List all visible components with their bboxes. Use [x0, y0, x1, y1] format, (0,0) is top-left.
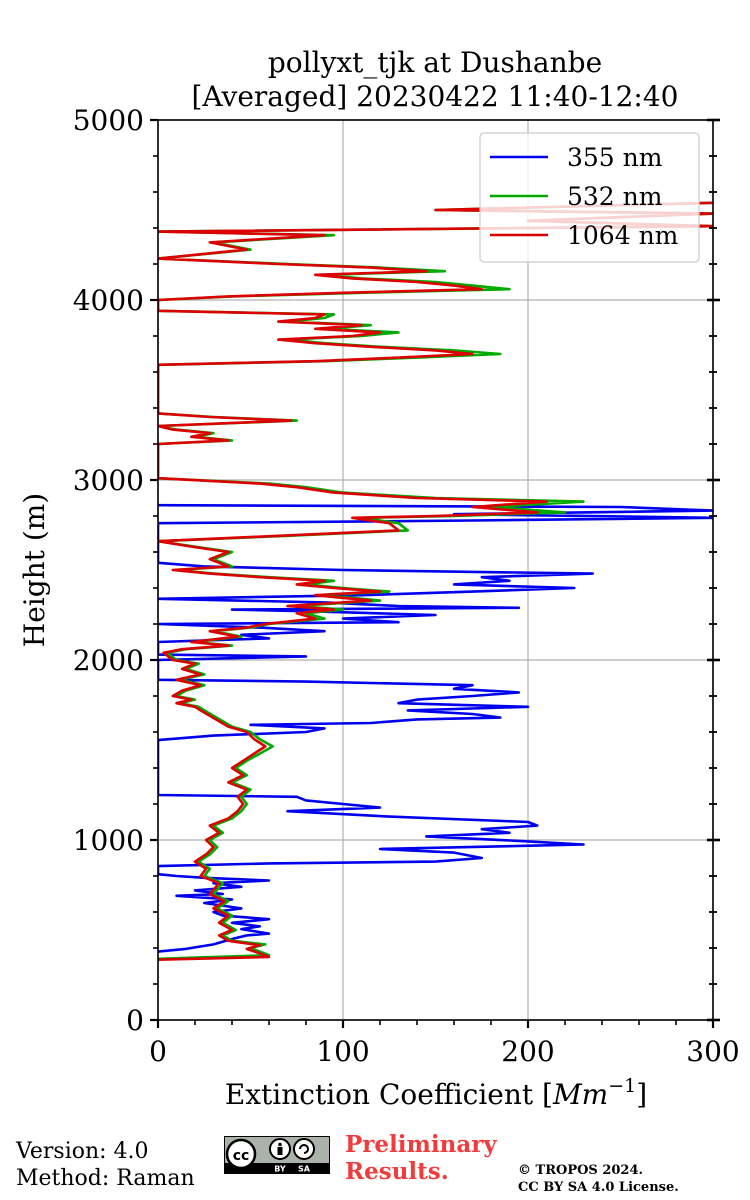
cc-sa-mark: SA: [298, 1165, 311, 1174]
legend-label: 355 nm: [567, 143, 663, 172]
y-tick-label: 2000: [73, 644, 144, 677]
series-lines: [158, 201, 713, 961]
version-label: Version: 4.0: [16, 1139, 149, 1164]
legend-label: 532 nm: [567, 182, 663, 211]
extinction-profile-chart: 0 1000 2000 3000 4000 5000 0 100 200 300 pollyxt_…: [18, 46, 740, 1111]
x-tick-label: 100: [316, 1035, 369, 1068]
preliminary-notice: Preliminary: [345, 1131, 497, 1158]
license-line: CC BY SA 4.0 License.: [518, 1180, 679, 1195]
cc-mark: cc: [233, 1148, 250, 1164]
y-axis-label: Height (m): [18, 493, 51, 647]
copyright-line: © TROPOS 2024.: [518, 1163, 644, 1178]
legend: 355 nm 532 nm 1064 nm: [479, 132, 700, 263]
legend-box: [479, 132, 700, 263]
series-line-532-nm: [158, 201, 713, 961]
y-tick-label: 3000: [73, 464, 144, 497]
y-tick-label: 5000: [73, 104, 144, 137]
plot-frame: [157, 119, 714, 1021]
chart-title-line2: [Averaged] 20230422 11:40-12:40: [192, 80, 679, 113]
cc-by-sa-license-icon: cc BY SA: [224, 1136, 330, 1174]
y-tick-label: 1000: [73, 824, 144, 857]
y-tick-label: 0: [126, 1004, 144, 1037]
x-tick-label: 300: [686, 1035, 739, 1068]
preliminary-notice-results: Results.: [345, 1158, 449, 1185]
method-label: Method: Raman: [16, 1166, 195, 1191]
series-line-1064-nm: [158, 201, 713, 961]
x-tick-label: 0: [149, 1035, 167, 1068]
y-tick-label: 4000: [73, 284, 144, 317]
chart-title-line1: pollyxt_tjk at Dushanbe: [268, 46, 602, 79]
cc-by-mark: BY: [274, 1165, 286, 1174]
legend-label: 1064 nm: [567, 221, 679, 250]
x-tick-label: 200: [501, 1035, 554, 1068]
axis-ticks: 0 1000 2000 3000 4000 5000 0 100 200 300: [73, 104, 740, 1068]
x-axis-label: Extinction Coefficient [Mm−1]: [225, 1075, 647, 1111]
